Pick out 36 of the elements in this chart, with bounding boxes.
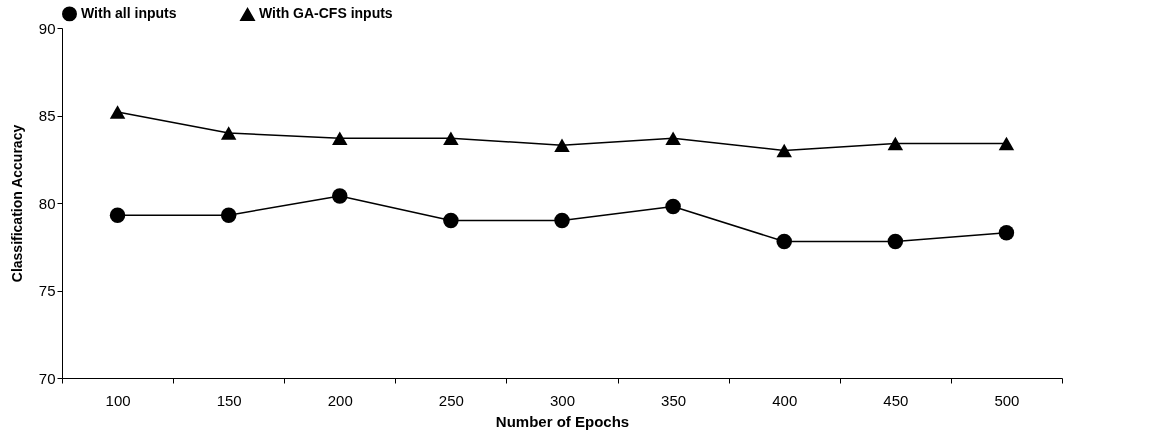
x-tick-label: 400 xyxy=(772,391,798,409)
x-tick-label: 500 xyxy=(994,391,1020,409)
point xyxy=(332,131,348,145)
point xyxy=(998,225,1015,241)
point xyxy=(554,138,570,152)
y-tick-label: 80 xyxy=(38,194,56,212)
legend-label: With GA-CFS inputs xyxy=(259,5,393,22)
point xyxy=(554,212,570,229)
point xyxy=(443,212,459,229)
point xyxy=(887,136,904,151)
point xyxy=(998,136,1015,151)
legend-label: With all inputs xyxy=(81,4,177,21)
x-axis-title: Number of Epochs xyxy=(495,412,630,430)
x-tick-label: 450 xyxy=(883,391,909,409)
point xyxy=(665,198,681,215)
point xyxy=(332,188,348,204)
point xyxy=(109,105,126,119)
x-tick-label: 150 xyxy=(216,391,242,409)
point xyxy=(220,126,237,140)
point xyxy=(220,207,237,223)
point xyxy=(665,131,681,145)
y-tick-label: 75 xyxy=(38,282,56,299)
x-tick-label: 100 xyxy=(105,391,131,409)
y-tick-label: 85 xyxy=(38,107,56,124)
y-axis-title: Classification Accuracy xyxy=(8,124,25,283)
x-tick-label: 350 xyxy=(661,391,687,409)
x-tick-label: 200 xyxy=(327,391,353,409)
x-tick-label: 300 xyxy=(549,391,576,409)
y-tick-label: 70 xyxy=(38,369,56,387)
point xyxy=(887,233,904,250)
x-tick-label: 250 xyxy=(438,391,464,409)
point xyxy=(109,207,126,223)
point xyxy=(443,131,459,145)
point xyxy=(776,143,792,158)
y-tick-label: 90 xyxy=(38,19,56,37)
point xyxy=(776,233,792,250)
